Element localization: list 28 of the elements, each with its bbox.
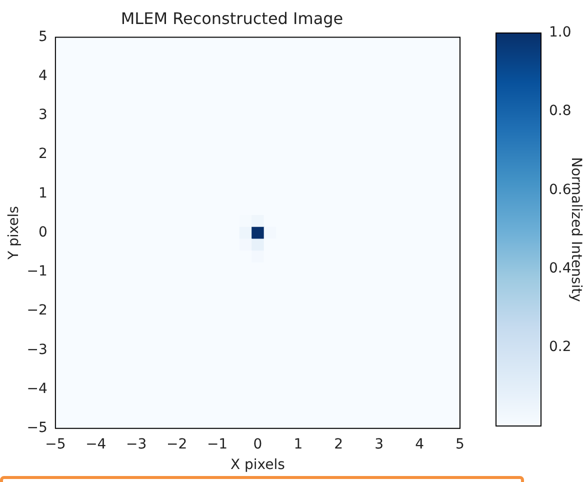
x-tick-label: −3 xyxy=(126,436,147,452)
y-tick-label: −1 xyxy=(26,264,48,280)
y-tick-label: 3 xyxy=(38,107,48,124)
x-tick-label: 2 xyxy=(334,436,344,452)
x-tick-label: −1 xyxy=(206,436,228,452)
color-bar-label: 0.4 xyxy=(549,260,572,276)
x-tick-label: 3 xyxy=(374,436,384,452)
chart-title: MLEM Reconstructed Image xyxy=(120,8,344,28)
y-tick-label: 5 xyxy=(38,28,48,45)
y-tick-label: 2 xyxy=(38,146,48,162)
color-bar-label: 0.2 xyxy=(549,339,572,356)
y-tick-label: 4 xyxy=(38,68,48,84)
color-bar-label: 1.0 xyxy=(549,24,572,41)
x-axis-title: X pixels xyxy=(230,457,285,474)
y-tick-label: −5 xyxy=(26,420,48,436)
y-tick-label: −4 xyxy=(26,380,48,397)
x-tick-label: 1 xyxy=(294,436,303,452)
x-tick-label: 0 xyxy=(253,436,262,452)
x-tick-label: 4 xyxy=(415,436,424,452)
x-tick-label: 5 xyxy=(456,436,464,452)
y-tick-label: −3 xyxy=(26,342,48,358)
x-tick-label: −4 xyxy=(86,436,106,452)
y-tick-label: 1 xyxy=(38,185,48,202)
y-tick-label: 0 xyxy=(38,224,48,240)
y-tick-label: −2 xyxy=(26,302,48,319)
y-axis-title: Y pixels xyxy=(6,206,22,261)
x-tick-label: −2 xyxy=(166,436,188,452)
color-bar-label: 0.8 xyxy=(549,103,572,120)
